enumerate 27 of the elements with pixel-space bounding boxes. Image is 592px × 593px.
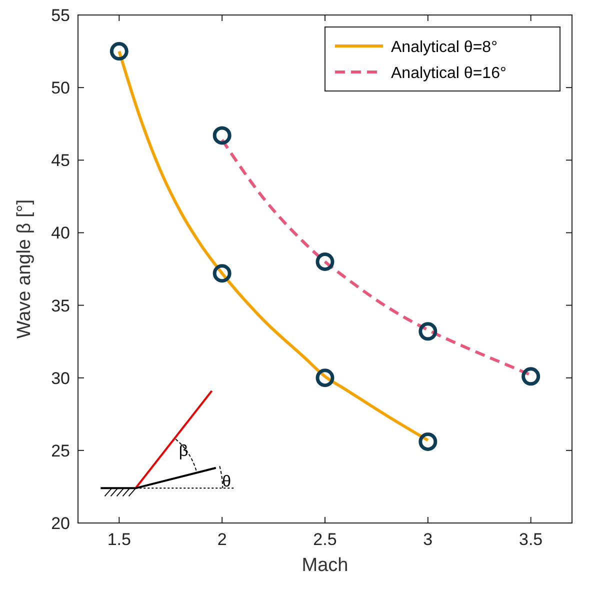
x-tick-label: 3.5 xyxy=(519,530,543,549)
x-tick-label: 2.5 xyxy=(313,530,337,549)
point xyxy=(418,322,438,341)
legend-label: Analytical θ=8° xyxy=(391,39,498,56)
y-tick-label: 25 xyxy=(51,441,70,460)
x-tick-label: 1.5 xyxy=(107,530,131,549)
point xyxy=(212,264,232,283)
y-tick-label: 45 xyxy=(51,151,70,170)
y-tick-label: 35 xyxy=(51,296,70,316)
point xyxy=(316,368,334,388)
point xyxy=(110,42,128,61)
y-tick-label: 40 xyxy=(51,224,70,243)
legend-label: Analytical θ=16° xyxy=(391,65,506,82)
point xyxy=(316,252,334,271)
point xyxy=(212,126,232,145)
y-tick-label: 20 xyxy=(51,514,70,533)
y-tick-label: 30 xyxy=(51,368,70,388)
x-axis-title: Mach xyxy=(302,555,348,576)
point xyxy=(418,432,438,451)
x-tick-label: 3 xyxy=(423,530,433,549)
annotation: θ xyxy=(222,474,232,491)
annotation: β xyxy=(178,443,188,460)
point xyxy=(522,367,540,386)
y-axis-title: Wave angle β [°] xyxy=(14,199,35,339)
x-tick-label: 2 xyxy=(217,530,227,549)
y-tick-label: 55 xyxy=(51,6,70,25)
y-tick-label: 50 xyxy=(51,78,70,98)
